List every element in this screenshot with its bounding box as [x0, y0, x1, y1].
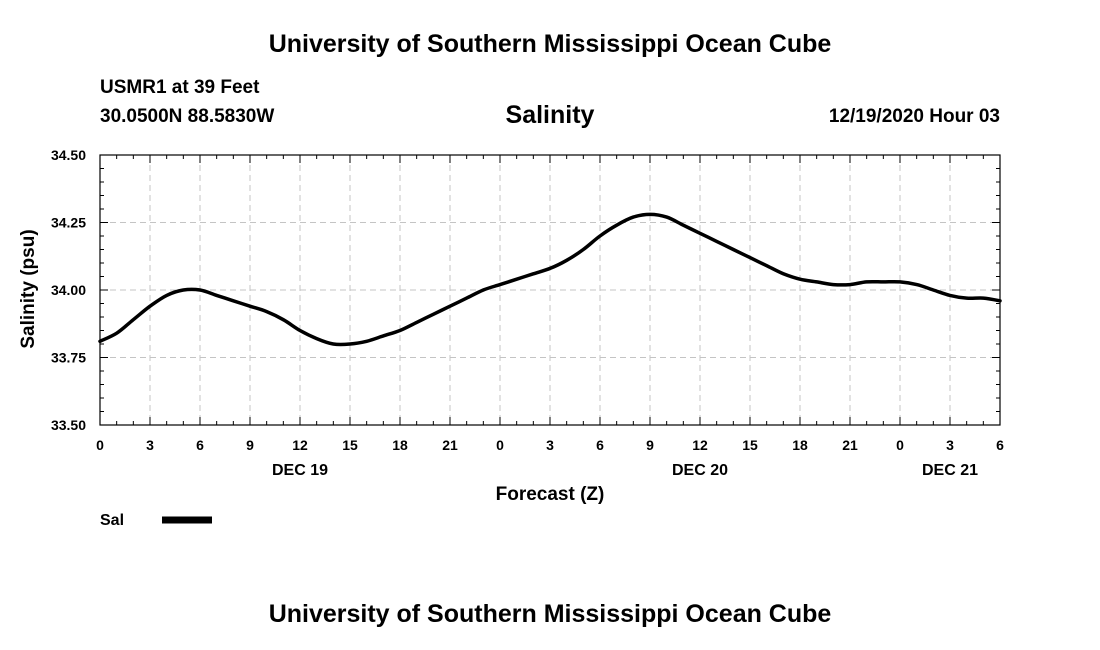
- y-tick-label: 34.25: [51, 215, 86, 231]
- chart-grid: [100, 155, 1000, 425]
- x-tick-label: 12: [692, 437, 708, 453]
- x-axis-tick-labels: 0 3 6 9 12 15 18 21 0 3 6 9 12 15 18 21 0 3 6: [96, 437, 1004, 453]
- y-tick-label: 34.50: [51, 147, 86, 163]
- footer-title: University of Southern Mississippi Ocean…: [268, 600, 832, 628]
- day-label: DEC 20: [672, 462, 728, 479]
- x-axis-label: Forecast (Z): [496, 484, 605, 505]
- day-label: DEC 19: [272, 462, 328, 479]
- day-labels: DEC 19 DEC 20 DEC 21: [272, 462, 978, 479]
- station-label: USMR1 at 39 Feet: [100, 77, 260, 98]
- coordinates-label: 30.0500N 88.5830W: [100, 106, 275, 127]
- x-tick-label: 12: [292, 437, 308, 453]
- chart-title: Salinity: [505, 101, 595, 129]
- y-tick-label: 34.00: [51, 282, 86, 298]
- series-line-sal: [98, 212, 1002, 347]
- x-tick-label: 6: [196, 437, 204, 453]
- x-tick-label: 3: [946, 437, 954, 453]
- x-tick-label: 21: [442, 437, 458, 453]
- x-tick-label: 18: [392, 437, 408, 453]
- x-tick-label: 15: [742, 437, 758, 453]
- x-tick-label: 3: [546, 437, 554, 453]
- axis-ticks: [99, 154, 1001, 426]
- x-tick-label: 0: [496, 437, 504, 453]
- day-label: DEC 21: [922, 462, 978, 479]
- page-title: University of Southern Mississippi Ocean…: [268, 30, 832, 58]
- x-tick-label: 9: [646, 437, 654, 453]
- x-tick-label: 18: [792, 437, 808, 453]
- x-tick-label: 0: [96, 437, 104, 453]
- x-tick-label: 15: [342, 437, 358, 453]
- x-tick-label: 6: [596, 437, 604, 453]
- y-tick-label: 33.75: [51, 350, 86, 366]
- x-tick-label: 0: [896, 437, 904, 453]
- x-tick-label: 9: [246, 437, 254, 453]
- x-tick-label: 3: [146, 437, 154, 453]
- y-tick-label: 33.50: [51, 417, 86, 433]
- x-tick-label: 21: [842, 437, 858, 453]
- y-axis-tick-labels: 33.50 33.75 34.00 34.25 34.50: [51, 147, 86, 433]
- legend-label-sal: Sal: [100, 512, 124, 529]
- issued-time-label: 12/19/2020 Hour 03: [828, 106, 1000, 127]
- x-tick-label: 6: [996, 437, 1004, 453]
- y-axis-label: Salinity (psu): [18, 229, 39, 348]
